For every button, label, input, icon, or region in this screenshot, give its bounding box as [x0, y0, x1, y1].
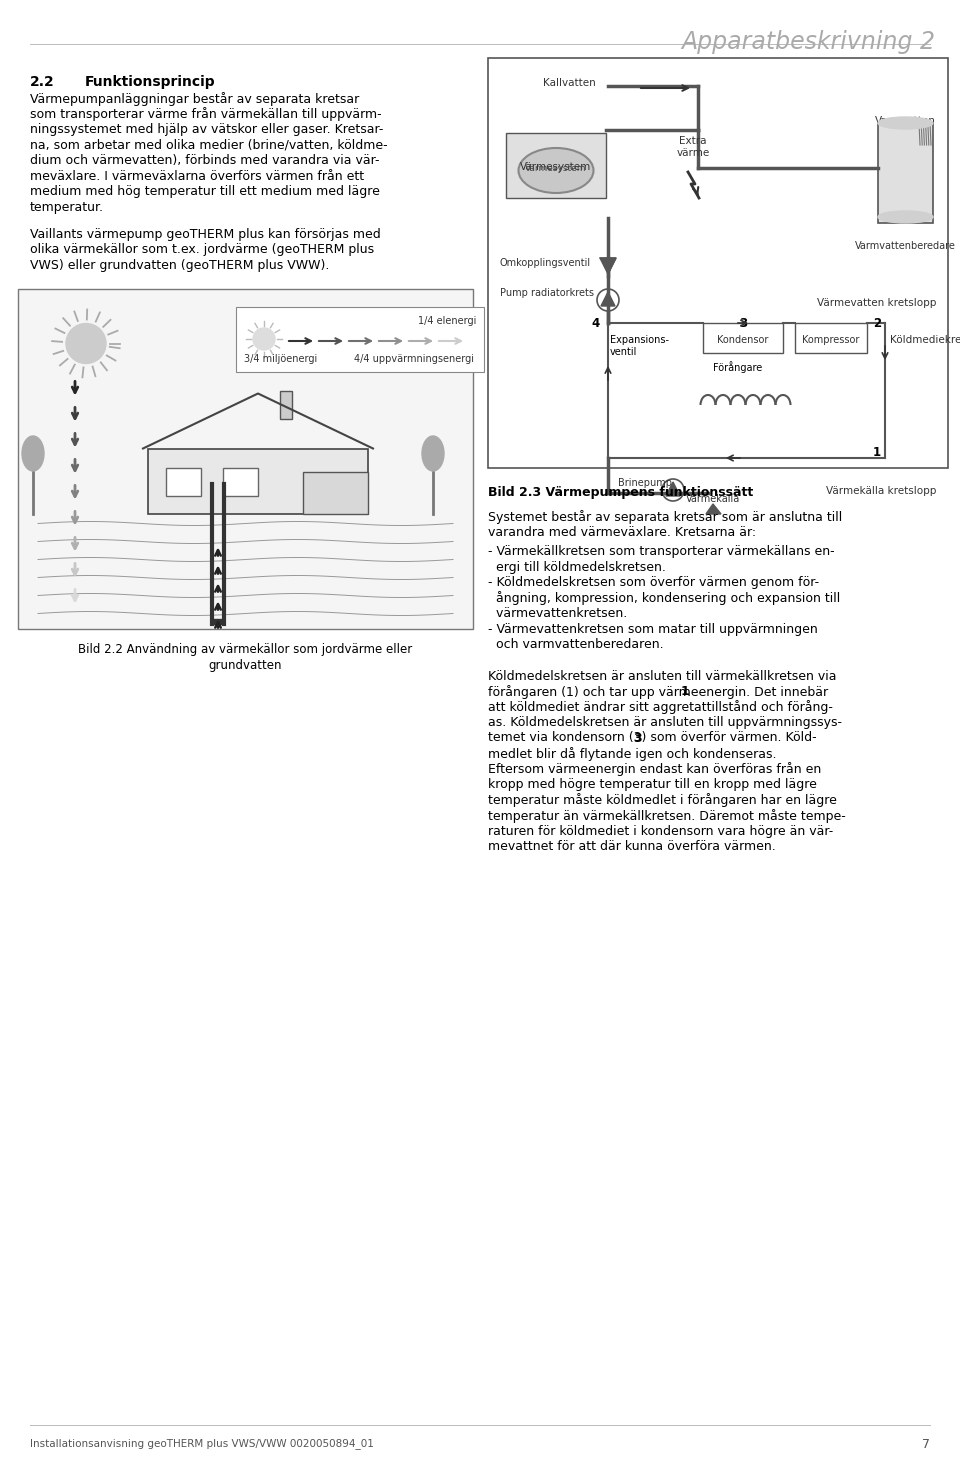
Text: Vaillants värmepump geoTHERM plus kan försörjas med: Vaillants värmepump geoTHERM plus kan fö… [30, 228, 381, 241]
Text: dium och värmevatten), förbinds med varandra via vär-: dium och värmevatten), förbinds med vara… [30, 153, 379, 166]
Bar [236, 307, 484, 371]
Text: temperatur måste köldmedlet i förångaren har en lägre: temperatur måste köldmedlet i förångaren… [488, 793, 837, 807]
Circle shape [597, 289, 619, 311]
Bar [223, 467, 258, 495]
Text: Brinepump: Brinepump [618, 477, 672, 488]
Bar [488, 58, 948, 469]
Text: Varmvattenberedare: Varmvattenberedare [855, 241, 956, 251]
Text: Omkopplingsventil: Omkopplingsventil [500, 258, 591, 269]
Text: Värmesystem: Värmesystem [525, 164, 587, 172]
Text: kropp med högre temperatur till en kropp med lägre: kropp med högre temperatur till en kropp… [488, 778, 817, 791]
Text: 2: 2 [873, 317, 881, 330]
Bar [795, 323, 867, 353]
Text: Köldmediekrets: Köldmediekrets [890, 334, 960, 345]
Text: ventil: ventil [610, 347, 637, 358]
Bar [878, 123, 933, 223]
Text: 1/4 elenergi: 1/4 elenergi [418, 317, 476, 327]
Text: värmevattenkretsen.: värmevattenkretsen. [488, 607, 627, 620]
Text: Värmekälla kretslopp: Värmekälla kretslopp [826, 486, 936, 496]
Text: Värmesystem: Värmesystem [520, 162, 591, 172]
Text: VWS) eller grundvatten (geoTHERM plus VWW).: VWS) eller grundvatten (geoTHERM plus VW… [30, 258, 329, 272]
Ellipse shape [878, 117, 933, 128]
Text: Värmepumpanläggningar består av separata kretsar: Värmepumpanläggningar består av separata… [30, 92, 359, 107]
Text: Apparatbeskrivning 2: Apparatbeskrivning 2 [681, 31, 935, 54]
Ellipse shape [422, 437, 444, 472]
Text: Värmekälla: Värmekälla [685, 493, 740, 504]
Text: Bild 2.3 Värmepumpens funktionssätt: Bild 2.3 Värmepumpens funktionssätt [488, 486, 754, 499]
Text: medium med hög temperatur till ett medium med lägre: medium med hög temperatur till ett mediu… [30, 185, 380, 199]
Circle shape [662, 479, 684, 501]
Text: Värmevatten kretslopp: Värmevatten kretslopp [817, 298, 936, 308]
Text: Systemet består av separata kretsar som är anslutna till: Systemet består av separata kretsar som … [488, 510, 842, 524]
Text: 3: 3 [739, 317, 747, 330]
Text: temperatur.: temperatur. [30, 200, 104, 213]
Bar [18, 289, 473, 628]
Text: Expansions-: Expansions- [610, 334, 669, 345]
Text: mevattnet för att där kunna överföra värmen.: mevattnet för att där kunna överföra vär… [488, 839, 776, 853]
Bar [212, 619, 224, 623]
Ellipse shape [22, 437, 44, 472]
Bar [703, 323, 783, 353]
Text: ningssystemet med hjälp av vätskor eller gaser. Kretsar-: ningssystemet med hjälp av vätskor eller… [30, 123, 383, 136]
Text: medlet blir då flytande igen och kondenseras.: medlet blir då flytande igen och kondens… [488, 748, 777, 761]
Text: 7: 7 [922, 1438, 930, 1451]
Text: 1: 1 [873, 445, 881, 458]
Text: Funktionsprincip: Funktionsprincip [85, 74, 216, 89]
Text: - Köldmedelskretsen som överför värmen genom för-: - Köldmedelskretsen som överför värmen g… [488, 577, 819, 588]
Text: Installationsanvisning geoTHERM plus VWS/VWW 0020050894_01: Installationsanvisning geoTHERM plus VWS… [30, 1438, 373, 1448]
Text: värme: värme [677, 147, 709, 158]
Text: Kompressor: Kompressor [803, 334, 860, 345]
Text: 3/4 miljöenergi: 3/4 miljöenergi [244, 353, 317, 364]
Text: varandra med värmeväxlare. Kretsarna är:: varandra med värmeväxlare. Kretsarna är: [488, 526, 756, 539]
Bar [280, 390, 292, 419]
Text: Varmvatten: Varmvatten [876, 115, 936, 126]
Text: 4: 4 [592, 317, 600, 330]
Text: Förångare: Förångare [713, 361, 762, 372]
Text: och varmvattenberedaren.: och varmvattenberedaren. [488, 638, 663, 651]
Text: Eftersom värmeenergin endast kan överföras från en: Eftersom värmeenergin endast kan överför… [488, 762, 821, 777]
Bar [303, 472, 368, 514]
Text: temperatur än värmekällkretsen. Däremot måste tempe-: temperatur än värmekällkretsen. Däremot … [488, 809, 846, 823]
Polygon shape [706, 504, 721, 514]
Text: Bild 2.2 Användning av värmekällor som jordvärme eller: Bild 2.2 Användning av värmekällor som j… [79, 644, 413, 657]
Bar [506, 133, 606, 199]
Circle shape [66, 324, 106, 364]
Text: - Värmevattenkretsen som matar till uppvärmningen: - Värmevattenkretsen som matar till uppv… [488, 622, 818, 635]
Circle shape [253, 328, 275, 350]
Bar [148, 448, 368, 514]
Ellipse shape [878, 212, 933, 223]
Text: as. Köldmedelskretsen är ansluten till uppvärmningssys-: as. Köldmedelskretsen är ansluten till u… [488, 715, 842, 729]
Text: ergi till köldmedelskretsen.: ergi till köldmedelskretsen. [488, 561, 666, 574]
Text: meväxlare. I värmeväxlarna överförs värmen från ett: meväxlare. I värmeväxlarna överförs värm… [30, 169, 364, 182]
Text: raturen för köldmediet i kondensorn vara högre än vär-: raturen för köldmediet i kondensorn vara… [488, 825, 833, 838]
Polygon shape [601, 292, 615, 307]
Text: na, som arbetar med olika medier (brine/vatten, köldme-: na, som arbetar med olika medier (brine/… [30, 139, 388, 152]
Text: förångaren (1) och tar upp värmeenergin. Det innebär: förångaren (1) och tar upp värmeenergin.… [488, 685, 828, 699]
Text: som transporterar värme från värmekällan till uppvärm-: som transporterar värme från värmekällan… [30, 108, 382, 121]
Text: olika värmekällor som t.ex. jordvärme (geoTHERM plus: olika värmekällor som t.ex. jordvärme (g… [30, 244, 374, 257]
Bar [166, 467, 201, 495]
Text: Kallvatten: Kallvatten [543, 77, 596, 88]
Text: - Värmekällkretsen som transporterar värmekällans en-: - Värmekällkretsen som transporterar vär… [488, 545, 834, 558]
Text: Extra: Extra [680, 136, 707, 146]
Polygon shape [666, 482, 680, 496]
Text: grundvatten: grundvatten [208, 658, 282, 672]
Text: 3: 3 [633, 731, 641, 745]
Text: Pump radiatorkrets: Pump radiatorkrets [500, 288, 594, 298]
Polygon shape [600, 258, 616, 274]
Text: att köldmediet ändrar sitt aggretattillstånd och förång-: att köldmediet ändrar sitt aggretattills… [488, 701, 833, 714]
Text: Köldmedelskretsen är ansluten till värmekällkretsen via: Köldmedelskretsen är ansluten till värme… [488, 670, 836, 682]
Text: 1: 1 [681, 685, 689, 698]
Text: temet via kondensorn (3) som överför värmen. Köld-: temet via kondensorn (3) som överför vär… [488, 731, 817, 745]
Text: 2.2: 2.2 [30, 74, 55, 89]
Text: Kondensor: Kondensor [717, 334, 769, 345]
Text: 4/4 uppvärmningsenergi: 4/4 uppvärmningsenergi [354, 353, 474, 364]
Text: ångning, kompression, kondensering och expansion till: ångning, kompression, kondensering och e… [488, 591, 840, 606]
Ellipse shape [518, 147, 593, 193]
